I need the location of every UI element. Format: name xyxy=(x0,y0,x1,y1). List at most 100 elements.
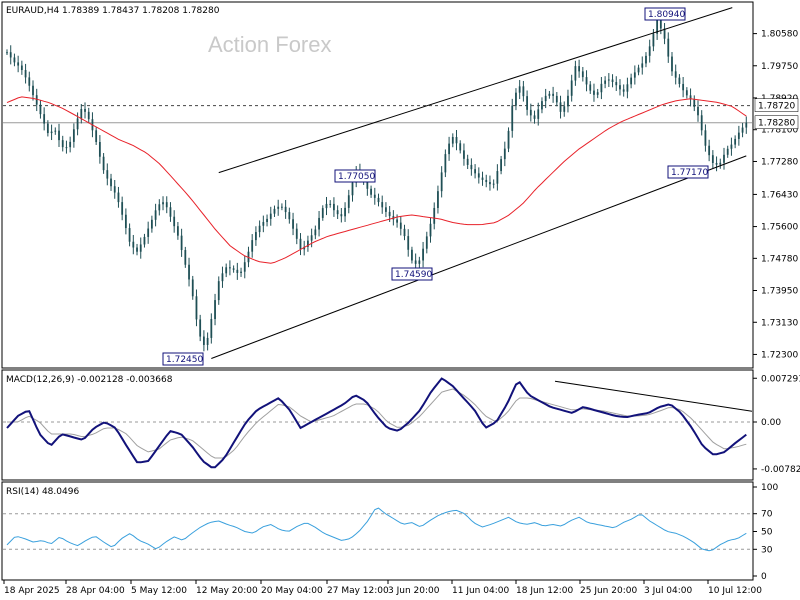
candle-body xyxy=(72,129,75,142)
candle-body xyxy=(87,111,90,120)
candle-body xyxy=(581,71,584,78)
candle-body xyxy=(674,71,677,78)
candle-body xyxy=(511,105,514,131)
candle-body xyxy=(671,56,673,72)
candle-body xyxy=(418,260,421,264)
candle-body xyxy=(470,164,473,170)
candle-body xyxy=(35,95,38,105)
candle-body xyxy=(663,28,666,39)
price-annotation-box xyxy=(391,267,433,281)
price-annotation-box xyxy=(334,169,376,183)
candle-body xyxy=(143,236,146,245)
candle-body xyxy=(507,130,510,149)
candle-body xyxy=(641,63,644,68)
candle-body xyxy=(700,115,703,131)
candle-body xyxy=(466,158,469,165)
candle-body xyxy=(180,235,183,251)
candle-body xyxy=(310,235,313,241)
price-channel xyxy=(211,7,747,359)
candle-body xyxy=(377,197,380,203)
candle-body xyxy=(399,222,402,229)
price-tick-label: 1.75600 xyxy=(761,223,798,233)
price-tag-label: 1.78720 xyxy=(758,102,795,112)
candle-body xyxy=(232,268,235,270)
time-tick-label: 5 May 12:00 xyxy=(131,586,187,596)
time-tick-label: 18 Apr 2025 xyxy=(4,586,60,596)
candle-body xyxy=(76,118,79,130)
candle-body xyxy=(533,115,536,119)
time-tick-label: 11 Jun 04:00 xyxy=(452,586,509,596)
channel-lower-line xyxy=(211,155,747,359)
candle-body xyxy=(611,79,614,83)
candle-body xyxy=(407,236,410,250)
chart-symbol: EURAUD,H4 xyxy=(6,6,59,16)
candle-body xyxy=(726,148,729,155)
price-panel-frame xyxy=(1,1,754,369)
moving-average xyxy=(6,96,747,264)
candle-body xyxy=(481,177,484,180)
candle-body xyxy=(385,207,387,212)
candle-body xyxy=(433,207,436,224)
candle-body xyxy=(69,141,72,148)
candle-body xyxy=(284,206,287,213)
price-annotation-label: 1.80940 xyxy=(648,10,685,20)
candle-body xyxy=(229,267,231,269)
candle-body xyxy=(548,93,551,96)
candle-body xyxy=(745,122,748,128)
candle-body xyxy=(269,213,272,219)
candle-body xyxy=(6,52,8,54)
rsi-layer: 100 70 50 30 0 xyxy=(3,483,778,582)
candle-body xyxy=(65,147,68,149)
candle-body xyxy=(221,273,224,282)
candle-body xyxy=(578,66,581,72)
candle-body xyxy=(559,102,562,112)
candle-body xyxy=(741,127,744,133)
candle-body xyxy=(633,72,636,78)
candle-body xyxy=(455,136,458,144)
price-tag-label: 1.78280 xyxy=(758,119,795,129)
candle-body xyxy=(622,89,625,92)
candle-body xyxy=(13,57,16,63)
candle-body xyxy=(645,55,647,64)
time-axis: 18 Apr 2025 28 Apr 04:00 5 May 12:00 12 May… xyxy=(3,580,762,596)
candle-body xyxy=(333,203,335,211)
price-annotation-box xyxy=(667,165,709,179)
candle-body xyxy=(195,296,198,320)
candle-body xyxy=(336,210,339,215)
candle-body xyxy=(715,162,718,165)
candle-body xyxy=(188,264,190,280)
candle-body xyxy=(656,20,659,34)
time-tick-label: 18 Jun 12:00 xyxy=(516,586,573,596)
candle-body xyxy=(381,202,384,208)
candle-body xyxy=(347,195,350,208)
candle-body xyxy=(544,95,547,102)
candle-body xyxy=(529,109,532,116)
candle-body xyxy=(500,159,502,172)
candle-body xyxy=(515,92,517,106)
candle-body xyxy=(593,90,595,95)
price-annotation-box xyxy=(162,352,204,366)
candle-body xyxy=(444,154,447,173)
candle-body xyxy=(50,131,53,134)
price-tick-label: 1.78100 xyxy=(761,126,798,136)
candle-body xyxy=(132,241,135,248)
candle-body xyxy=(277,206,280,209)
candle-body xyxy=(448,143,450,155)
candle-body xyxy=(459,143,462,151)
candle-body xyxy=(147,228,150,237)
candle-body xyxy=(303,246,306,250)
price-annotation-label: 1.77170 xyxy=(671,168,708,178)
time-tick-label: 12 May 20:00 xyxy=(196,586,258,596)
candle-body xyxy=(570,80,573,96)
candle-body xyxy=(697,106,699,116)
candle-body xyxy=(113,186,116,193)
macd-tick-label: -0.00782 xyxy=(761,465,800,475)
price-annotation-box xyxy=(644,7,686,21)
candle-body xyxy=(693,99,696,107)
candle-body xyxy=(117,192,120,203)
candle-body xyxy=(202,336,205,345)
candle-body xyxy=(98,142,101,157)
candle-body xyxy=(489,182,491,185)
candle-body xyxy=(708,145,711,156)
